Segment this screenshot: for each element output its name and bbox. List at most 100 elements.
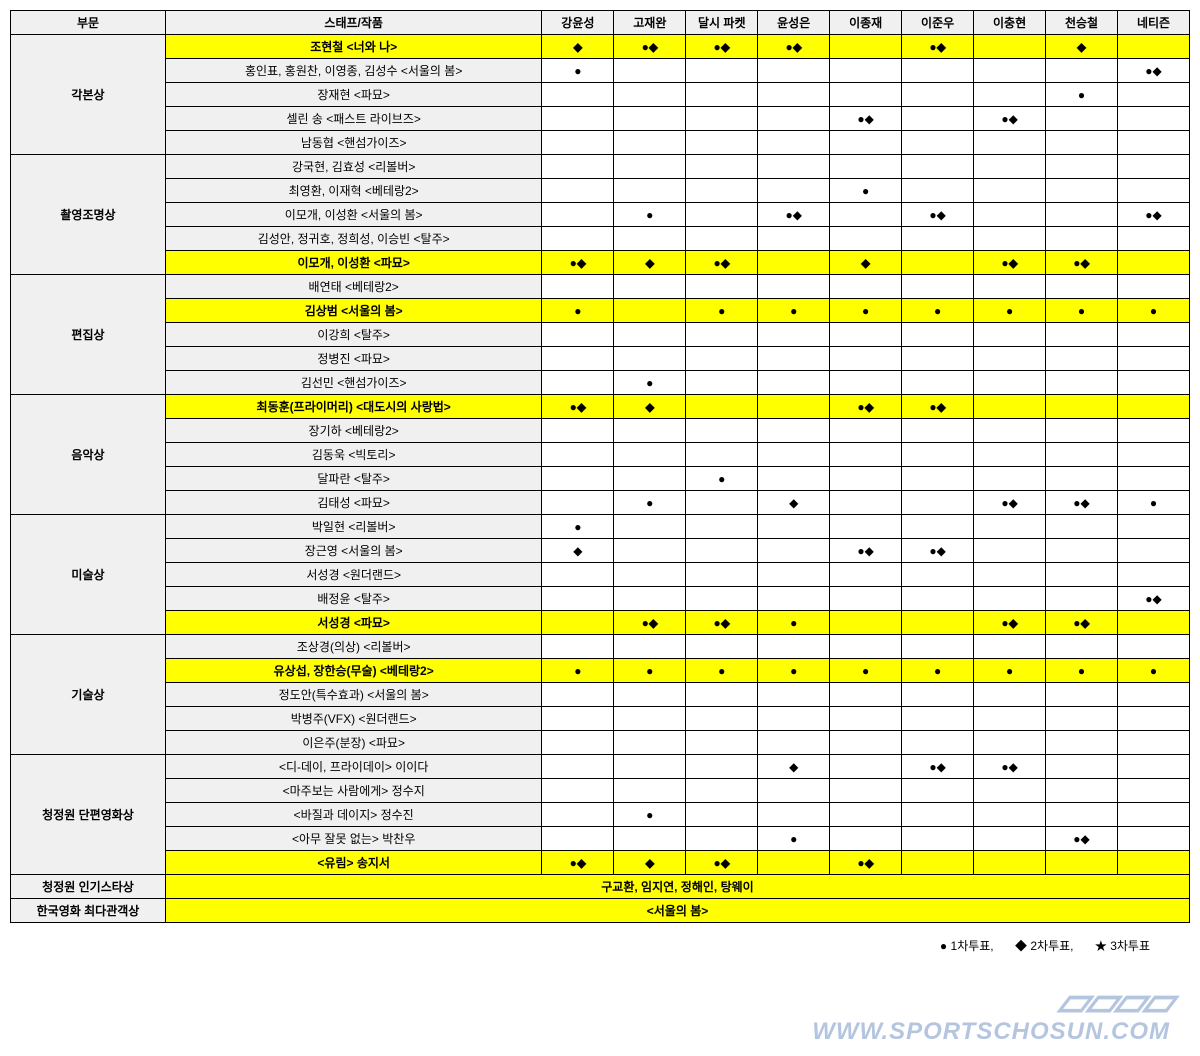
vote-cell [902, 707, 974, 731]
vote-cell: ●◆ [542, 851, 614, 875]
vote-cell [974, 635, 1046, 659]
vote-cell [758, 683, 830, 707]
vote-cell [1046, 731, 1118, 755]
vote-cell [542, 155, 614, 179]
vote-cell [902, 635, 974, 659]
table-row: 이모개, 이성환 <파묘>●◆◆●◆◆●◆●◆ [11, 251, 1190, 275]
vote-cell [758, 131, 830, 155]
header-voter: 윤성은 [758, 11, 830, 35]
table-row: <마주보는 사람에게> 정수지 [11, 779, 1190, 803]
vote-cell [614, 467, 686, 491]
vote-cell [542, 491, 614, 515]
vote-cell [614, 107, 686, 131]
header-voter: 달시 파켓 [686, 11, 758, 35]
vote-cell [686, 275, 758, 299]
vote-cell [1118, 515, 1190, 539]
category-cell: 한국영화 최다관객상 [11, 899, 166, 923]
vote-cell [1046, 467, 1118, 491]
legend-circle-icon: ● [940, 939, 947, 953]
vote-cell: ●◆ [902, 539, 974, 563]
table-row: 셀린 송 <패스트 라이브즈>●◆●◆ [11, 107, 1190, 131]
vote-cell: ●◆ [974, 491, 1046, 515]
work-cell: 최동훈(프라이머리) <대도시의 사랑법> [165, 395, 541, 419]
vote-cell [758, 251, 830, 275]
vote-cell [1118, 803, 1190, 827]
vote-cell [542, 731, 614, 755]
vote-cell [974, 683, 1046, 707]
work-cell: 박일현 <리볼버> [165, 515, 541, 539]
vote-cell [614, 299, 686, 323]
vote-cell [758, 731, 830, 755]
header-voter: 강윤성 [542, 11, 614, 35]
vote-cell [758, 347, 830, 371]
vote-cell [1118, 347, 1190, 371]
vote-cell [614, 155, 686, 179]
vote-cell [902, 179, 974, 203]
legend-diamond-icon: ◆ [1015, 939, 1027, 953]
work-cell: <디-데이, 프라이데이> 이이다 [165, 755, 541, 779]
vote-cell: ◆ [1046, 35, 1118, 59]
vote-cell [542, 635, 614, 659]
vote-cell [974, 539, 1046, 563]
table-row: 김선민 <핸섬가이즈>● [11, 371, 1190, 395]
vote-cell: ◆ [758, 755, 830, 779]
vote-cell [1118, 611, 1190, 635]
vote-cell [902, 131, 974, 155]
vote-cell: ● [614, 659, 686, 683]
vote-cell [830, 611, 902, 635]
vote-cell [614, 635, 686, 659]
vote-cell [1046, 347, 1118, 371]
vote-cell: ●◆ [686, 251, 758, 275]
table-row: 달파란 <탈주>● [11, 467, 1190, 491]
category-cell: 청정원 인기스타상 [11, 875, 166, 899]
work-cell: 유상섭, 장한승(무술) <베테랑2> [165, 659, 541, 683]
vote-cell [1046, 755, 1118, 779]
table-row: 장재현 <파묘>● [11, 83, 1190, 107]
vote-cell [686, 683, 758, 707]
vote-cell: ●◆ [1046, 827, 1118, 851]
category-cell: 음악상 [11, 395, 166, 515]
table-row: 미술상박일현 <리볼버>● [11, 515, 1190, 539]
vote-cell [686, 179, 758, 203]
header-voter: 이준우 [902, 11, 974, 35]
vote-cell: ● [1118, 659, 1190, 683]
vote-cell [614, 131, 686, 155]
table-row: <바질과 데이지> 정수진● [11, 803, 1190, 827]
vote-cell [1046, 275, 1118, 299]
vote-cell: ●◆ [974, 611, 1046, 635]
vote-cell: ● [542, 515, 614, 539]
vote-cell [902, 275, 974, 299]
vote-cell [1046, 395, 1118, 419]
vote-cell [830, 563, 902, 587]
table-row: 정도안(특수효과) <서울의 봄> [11, 683, 1190, 707]
vote-cell: ●◆ [902, 35, 974, 59]
vote-cell [1118, 227, 1190, 251]
vote-cell: ● [758, 299, 830, 323]
vote-cell [542, 347, 614, 371]
vote-cell: ● [1046, 299, 1118, 323]
vote-cell [614, 779, 686, 803]
vote-cell [974, 83, 1046, 107]
category-cell: 편집상 [11, 275, 166, 395]
vote-cell [1046, 371, 1118, 395]
vote-cell [830, 83, 902, 107]
vote-cell [614, 179, 686, 203]
vote-cell [758, 275, 830, 299]
vote-cell: ● [614, 371, 686, 395]
vote-cell: ● [974, 299, 1046, 323]
legend-star-icon: ★ [1095, 939, 1107, 953]
vote-cell [830, 635, 902, 659]
vote-cell [1118, 851, 1190, 875]
work-cell: 배정윤 <탈주> [165, 587, 541, 611]
watermark: ▱▱▱▱ WWW.SPORTSCHOSUN.COM [10, 954, 1190, 1046]
vote-cell [686, 59, 758, 83]
vote-cell: ●◆ [830, 851, 902, 875]
vote-cell [1046, 779, 1118, 803]
header-work: 스태프/작품 [165, 11, 541, 35]
vote-cell: ●◆ [1118, 59, 1190, 83]
legend-v1: 1차투표, [951, 939, 994, 953]
vote-cell [758, 371, 830, 395]
vote-cell [902, 59, 974, 83]
table-row: 이강희 <탈주> [11, 323, 1190, 347]
work-cell: 서성경 <파묘> [165, 611, 541, 635]
